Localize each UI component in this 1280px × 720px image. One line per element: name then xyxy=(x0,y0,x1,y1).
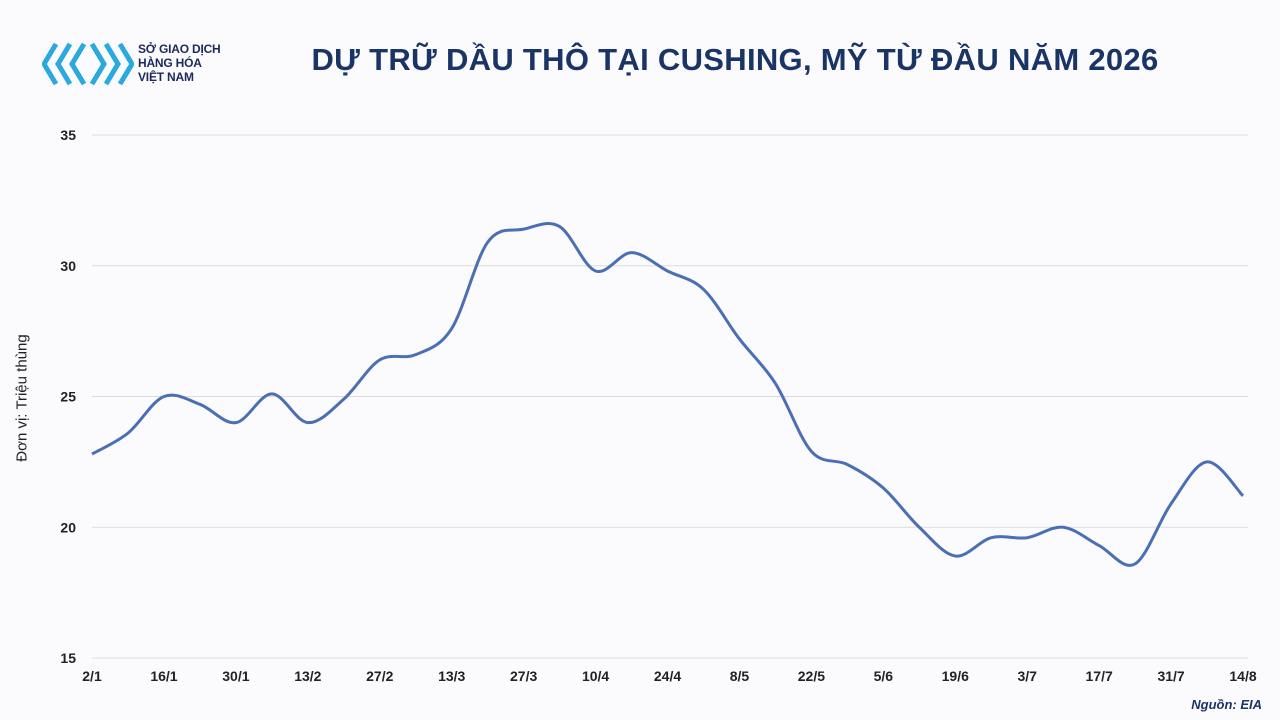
y-axis-label: Đơn vị: Triệu thùng xyxy=(13,334,31,462)
x-tick-label: 2/1 xyxy=(82,668,102,684)
logo-line-2: HÀNG HÓA xyxy=(138,56,202,70)
x-tick-label: 10/4 xyxy=(582,668,609,684)
y-tick-label: 20 xyxy=(60,519,76,535)
x-tick-labels: 2/1 16/1 30/1 13/2 27/2 13/3 27/3 10/4 24/4 8/5 22… xyxy=(82,668,1257,684)
x-tick-label: 30/1 xyxy=(222,668,249,684)
gridlines xyxy=(92,134,1248,659)
x-tick-label: 3/7 xyxy=(1017,668,1037,684)
x-tick-label: 24/4 xyxy=(654,668,681,684)
x-tick-label: 27/2 xyxy=(366,668,393,684)
y-tick-label: 25 xyxy=(60,389,76,405)
source-note: Nguồn: EIA xyxy=(1191,697,1262,712)
x-tick-label: 8/5 xyxy=(730,668,750,684)
series-line xyxy=(91,222,1245,567)
x-tick-label: 13/2 xyxy=(294,668,321,684)
x-tick-label: 5/6 xyxy=(874,668,894,684)
chart-title: DỰ TRỮ DẦU THÔ TẠI CUSHING, MỸ TỪ ĐẦU NĂ… xyxy=(311,42,1159,77)
y-tick-labels: 15 20 25 30 35 xyxy=(60,127,76,666)
x-tick-label: 22/5 xyxy=(798,668,825,684)
logo-line-1: SỞ GIAO DỊCH xyxy=(138,42,221,56)
logo-chevron-icon xyxy=(42,42,134,86)
y-tick-label: 30 xyxy=(60,258,76,274)
y-tick-label: 15 xyxy=(60,650,76,666)
logo-line-3: VIỆT NAM xyxy=(138,70,194,84)
logo: SỞ GIAO DỊCH HÀNG HÓA VIỆT NAM xyxy=(42,42,242,90)
x-tick-label: 31/7 xyxy=(1157,668,1184,684)
y-tick-label: 35 xyxy=(60,127,76,143)
x-tick-label: 13/3 xyxy=(438,668,465,684)
series xyxy=(91,222,1245,567)
logo-wordmark: SỞ GIAO DỊCH HÀNG HÓA VIỆT NAM xyxy=(138,42,221,84)
x-tick-label: 14/8 xyxy=(1229,668,1256,684)
x-tick-label: 19/6 xyxy=(942,668,969,684)
x-tick-label: 17/7 xyxy=(1086,668,1113,684)
x-tick-label: 16/1 xyxy=(150,668,177,684)
x-tick-label: 27/3 xyxy=(510,668,537,684)
